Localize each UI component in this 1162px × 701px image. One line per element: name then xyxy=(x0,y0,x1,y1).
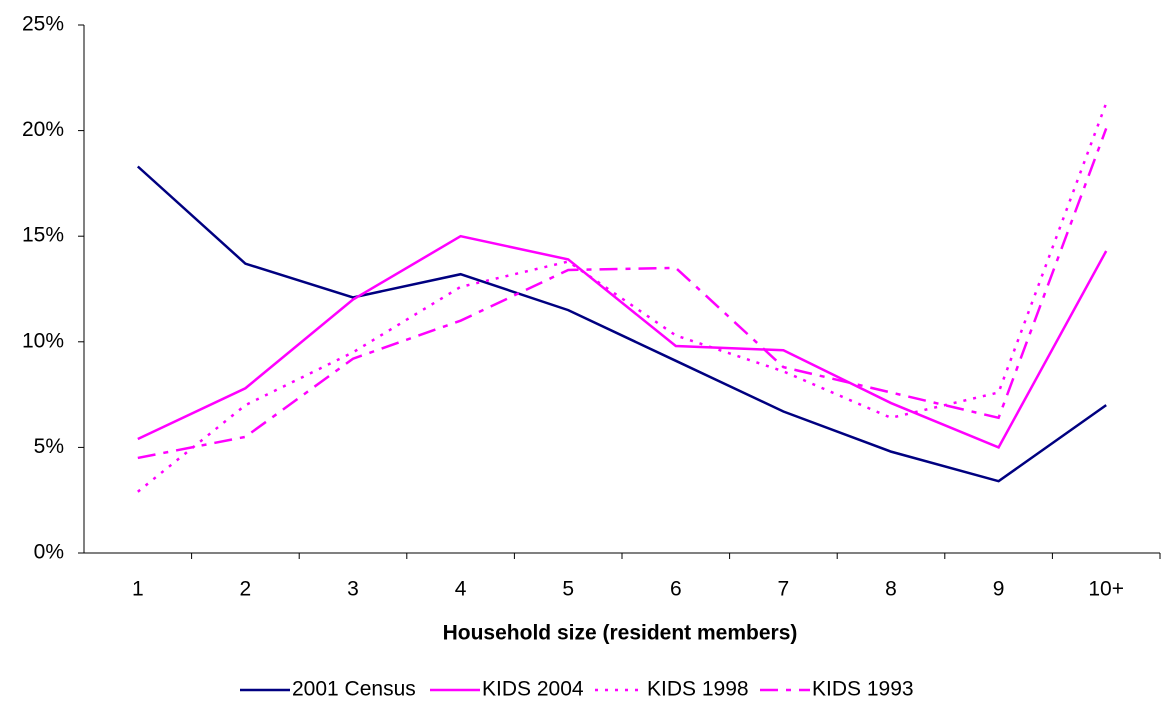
x-tick-label: 3 xyxy=(347,578,359,601)
x-tick-label: 10+ xyxy=(1088,578,1124,601)
y-tick-label: 0% xyxy=(34,541,64,564)
legend-label: KIDS 1993 xyxy=(812,678,914,701)
series-line xyxy=(137,128,1108,460)
x-tick-label: 6 xyxy=(670,578,682,601)
x-axis-title: Household size (resident members) xyxy=(443,622,798,645)
x-tick-label: 5 xyxy=(562,578,574,601)
legend-label: 2001 Census xyxy=(292,678,416,701)
x-tick-label: 4 xyxy=(455,578,467,601)
legend-label: KIDS 2004 xyxy=(482,678,584,701)
series-line xyxy=(137,234,1108,449)
x-tick-label: 9 xyxy=(993,578,1005,601)
y-tick-label: 25% xyxy=(22,13,64,36)
x-tick-label: 2 xyxy=(240,578,252,601)
y-tick-label: 20% xyxy=(22,118,64,141)
x-tick-label: 8 xyxy=(885,578,897,601)
y-tick-label: 5% xyxy=(34,435,64,458)
x-tick-label: 7 xyxy=(778,578,790,601)
y-tick-label: 15% xyxy=(22,224,64,247)
series-line xyxy=(137,102,1108,493)
y-tick-label: 10% xyxy=(22,329,64,352)
x-tick-label: 1 xyxy=(132,578,144,601)
series-line xyxy=(136,165,1107,483)
legend-label: KIDS 1998 xyxy=(647,678,749,701)
